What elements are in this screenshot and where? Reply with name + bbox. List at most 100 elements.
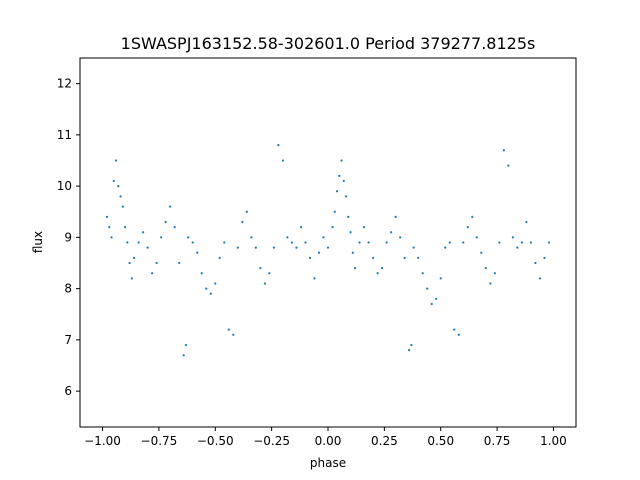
data-point [394, 215, 397, 218]
x-tick-label: 0.00 [315, 434, 342, 448]
data-point [439, 277, 442, 280]
data-point [178, 261, 181, 265]
y-tick-label: 10 [57, 179, 72, 193]
data-point [471, 215, 474, 218]
data-point [331, 226, 334, 229]
data-point [502, 149, 505, 152]
x-tick-label: 0.75 [484, 434, 511, 448]
x-tick-label: −0.25 [253, 434, 290, 448]
y-tick-label: 7 [64, 333, 72, 347]
data-point [417, 256, 420, 259]
data-point [326, 246, 330, 249]
data-point [200, 272, 203, 275]
data-point [250, 236, 253, 239]
data-point [376, 272, 379, 275]
data-point [543, 256, 546, 259]
data-point [259, 267, 262, 270]
data-point [142, 231, 145, 234]
data-point [381, 267, 384, 270]
data-point [344, 195, 348, 198]
data-point [184, 343, 188, 347]
data-point [110, 236, 113, 239]
data-point [196, 251, 199, 254]
data-point [108, 226, 111, 229]
y-tick-label: 12 [57, 77, 72, 91]
data-point [112, 179, 115, 183]
data-point [313, 277, 316, 280]
data-point [164, 220, 167, 224]
data-point [286, 236, 289, 239]
data-point [362, 226, 366, 229]
data-point [371, 256, 375, 259]
data-point [272, 246, 275, 249]
data-point [340, 159, 343, 162]
data-point [516, 246, 519, 249]
data-point [430, 302, 433, 306]
x-axis: −1.00 −0.75 −0.50 −0.25 0.00 0.25 0.50 0.75 1.00 [84, 427, 567, 448]
data-point [538, 277, 542, 280]
data-point [353, 267, 357, 270]
data-point [351, 251, 354, 254]
data-point [227, 328, 230, 331]
data-point [484, 267, 487, 270]
data-point [263, 282, 266, 285]
data-point [133, 256, 136, 259]
data-point [421, 272, 424, 275]
data-point [214, 282, 217, 285]
data-point [308, 256, 312, 259]
data-point [126, 241, 129, 244]
x-tick-label: 0.25 [371, 434, 398, 448]
data-point [489, 282, 492, 285]
data-point [403, 256, 406, 259]
data-point [121, 205, 124, 208]
data-point [390, 231, 393, 234]
data-point [218, 256, 221, 259]
x-tick-label: −0.50 [197, 434, 234, 448]
data-point [333, 210, 336, 213]
data-point [137, 241, 140, 244]
data-point [475, 236, 478, 239]
data-point [114, 159, 118, 162]
data-point [151, 272, 154, 275]
data-point [191, 241, 194, 244]
data-point [534, 261, 537, 265]
data-point [435, 297, 438, 300]
data-point [338, 174, 341, 177]
data-point [410, 343, 413, 347]
data-point [236, 246, 239, 249]
data-point [146, 246, 149, 249]
data-point [453, 328, 456, 331]
data-point [525, 220, 528, 224]
chart-title: 1SWASPJ163152.58-302601.0 Period 379277.… [121, 34, 536, 53]
data-point [130, 277, 133, 280]
data-point [317, 251, 321, 254]
data-point [205, 287, 208, 290]
y-axis-label: flux [31, 231, 45, 253]
data-point [520, 241, 523, 244]
x-tick-label: −1.00 [84, 434, 121, 448]
x-tick-label: 1.00 [540, 434, 567, 448]
data-point [493, 272, 496, 275]
x-tick-label: 0.50 [427, 434, 454, 448]
data-point [209, 292, 212, 295]
data-point [367, 241, 370, 244]
data-point [123, 226, 127, 229]
data-point [105, 215, 109, 218]
data-point [304, 241, 307, 244]
data-point [128, 261, 131, 265]
data-point [507, 164, 510, 167]
data-point [281, 159, 285, 162]
data-point [529, 241, 533, 244]
data-point [457, 333, 460, 336]
data-point [399, 236, 402, 239]
data-point [426, 287, 429, 290]
data-point [295, 246, 298, 249]
data-point [173, 226, 176, 229]
data-point [241, 220, 244, 224]
data-point [385, 241, 388, 244]
data-point [155, 261, 158, 265]
data-point [547, 241, 551, 244]
data-point [119, 195, 122, 198]
x-tick-label: −0.75 [141, 434, 178, 448]
